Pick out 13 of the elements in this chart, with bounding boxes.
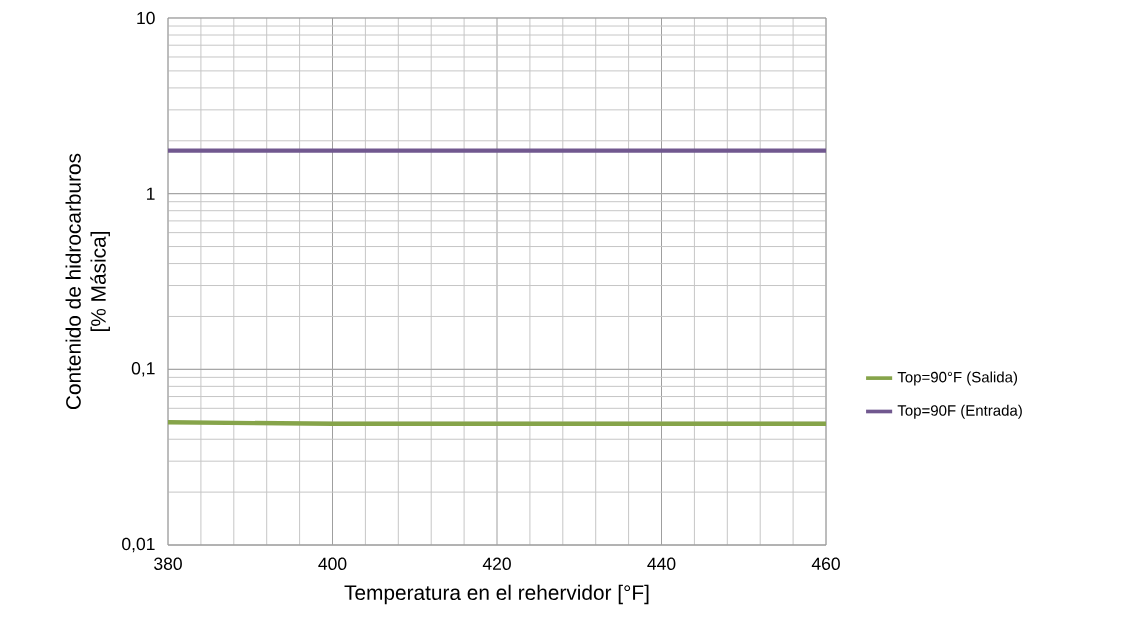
y-tick-label: 10 [137, 11, 155, 25]
y-tick-label: 0,01 [122, 537, 155, 553]
y-tick-label: 1 [147, 187, 155, 200]
legend-label: Top=90F (Entrada) [897, 404, 1022, 419]
x-tick-label: 400 [318, 557, 347, 570]
x-tick-label: 420 [482, 557, 511, 570]
legend-label: Top=90°F (Salida) [897, 371, 1018, 386]
x-axis-title: Temperatura en el rehervidor [°F] [344, 584, 649, 605]
y-tick-label: 0,1 [131, 362, 155, 377]
y-axis-title: Contenido de hidrocarburos [% Másica] [65, 153, 110, 410]
x-tick-label: 440 [647, 557, 676, 570]
x-tick-label: 380 [154, 557, 182, 570]
x-tick-label: 460 [811, 557, 840, 570]
